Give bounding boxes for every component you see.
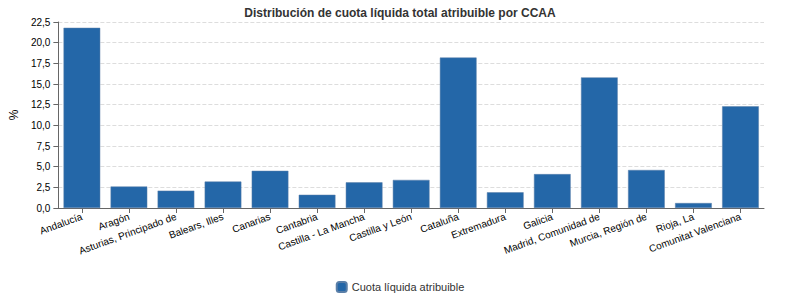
svg-text:Canarias: Canarias — [231, 211, 272, 235]
svg-text:Cataluña: Cataluña — [418, 210, 461, 235]
svg-text:0,0: 0,0 — [36, 203, 50, 214]
svg-text:Comunitat Valenciana: Comunitat Valenciana — [647, 211, 742, 255]
svg-text:Balears, Illes: Balears, Illes — [167, 211, 225, 241]
svg-text:Madrid, Comunidad de: Madrid, Comunidad de — [502, 210, 602, 256]
svg-text:Castilla y León: Castilla y León — [348, 211, 413, 244]
svg-text:Castilla - La Mancha: Castilla - La Mancha — [276, 210, 366, 253]
svg-text:10,0: 10,0 — [31, 120, 51, 131]
svg-text:Distribución de cuota líquida: Distribución de cuota líquida total atri… — [244, 6, 556, 20]
svg-text:7,5: 7,5 — [36, 141, 50, 152]
svg-text:Galicia: Galicia — [521, 210, 555, 232]
svg-text:22,5: 22,5 — [31, 17, 51, 28]
svg-text:2,5: 2,5 — [36, 182, 50, 193]
svg-text:Extremadura: Extremadura — [450, 211, 508, 241]
svg-text:Aragón: Aragón — [96, 210, 131, 233]
svg-text:%: % — [7, 109, 21, 120]
svg-text:20,0: 20,0 — [31, 37, 51, 48]
svg-text:Asturias, Principado de: Asturias, Principado de — [77, 211, 178, 257]
svg-text:Rioja, La: Rioja, La — [654, 210, 696, 235]
svg-text:Andalucía: Andalucía — [38, 211, 84, 237]
svg-text:17,5: 17,5 — [31, 58, 51, 69]
svg-text:12,5: 12,5 — [31, 99, 51, 110]
svg-text:5,0: 5,0 — [36, 161, 50, 172]
svg-text:Cantabria: Cantabria — [274, 210, 319, 236]
svg-text:Murcia, Región de: Murcia, Región de — [568, 211, 648, 249]
svg-text:15,0: 15,0 — [31, 79, 51, 90]
svg-text:Cuota líquida atribuible: Cuota líquida atribuible — [352, 281, 465, 293]
